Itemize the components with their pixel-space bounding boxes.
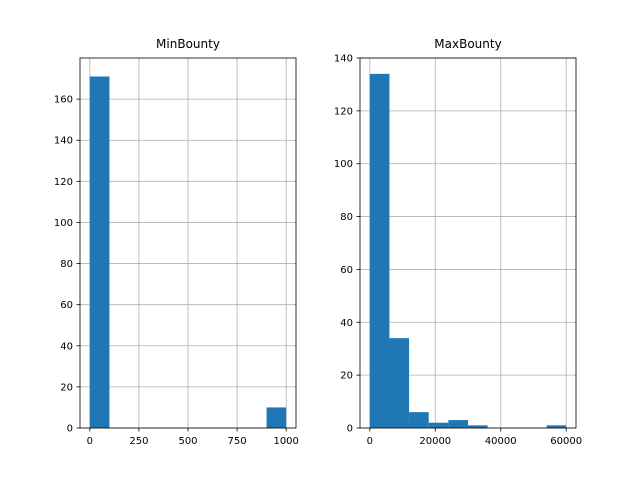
y-tick-label: 120	[334, 106, 353, 117]
x-tick-label: 0	[87, 436, 93, 447]
y-tick-label: 120	[54, 177, 73, 188]
histogram-bar	[409, 412, 429, 428]
histogram-bar	[266, 407, 287, 428]
histogram-bar	[89, 76, 110, 428]
histogram-bar	[428, 422, 449, 428]
chart-title: MaxBounty	[434, 37, 501, 51]
histogram-bar	[369, 73, 390, 428]
minbounty-subplot: 0 250 500 750 1000 0 20 40 60 80 100 120 140 160 MinBo…	[54, 37, 299, 447]
x-tick-label: 60000	[550, 436, 582, 447]
y-tick-label: 0	[347, 424, 353, 435]
axes-frame	[359, 57, 577, 429]
y-tick-label: 20	[340, 371, 353, 382]
y-tick-label: 100	[54, 218, 73, 229]
x-tick-label: 250	[129, 436, 148, 447]
histogram-bar	[448, 420, 468, 428]
histogram-bar	[546, 425, 567, 428]
x-tick-label: 750	[228, 436, 247, 447]
x-tick-label: 20000	[419, 436, 451, 447]
y-tick-label: 40	[340, 318, 353, 329]
y-tick-label: 140	[334, 54, 353, 65]
maxbounty-subplot: 0 20000 40000 60000 0 20 40 60 80 100 120 140 MaxBou…	[334, 37, 582, 447]
y-tick-label: 100	[334, 159, 353, 170]
y-tick-label: 60	[340, 265, 353, 276]
y-tick-label: 20	[60, 382, 73, 393]
y-tick-label: 160	[54, 95, 73, 106]
x-tick-label: 1000	[273, 436, 298, 447]
histogram-bar	[389, 338, 410, 428]
y-tick-label: 80	[340, 212, 353, 223]
y-tick-label: 60	[60, 300, 73, 311]
y-tick-label: 80	[60, 259, 73, 270]
histogram-bar	[468, 425, 488, 428]
y-tick-label: 0	[67, 424, 73, 435]
y-tick-label: 140	[54, 136, 73, 147]
x-tick-label: 40000	[485, 436, 517, 447]
y-tick-label: 40	[60, 341, 73, 352]
x-tick-label: 0	[367, 436, 373, 447]
x-tick-label: 500	[178, 436, 197, 447]
chart-title: MinBounty	[156, 37, 220, 51]
